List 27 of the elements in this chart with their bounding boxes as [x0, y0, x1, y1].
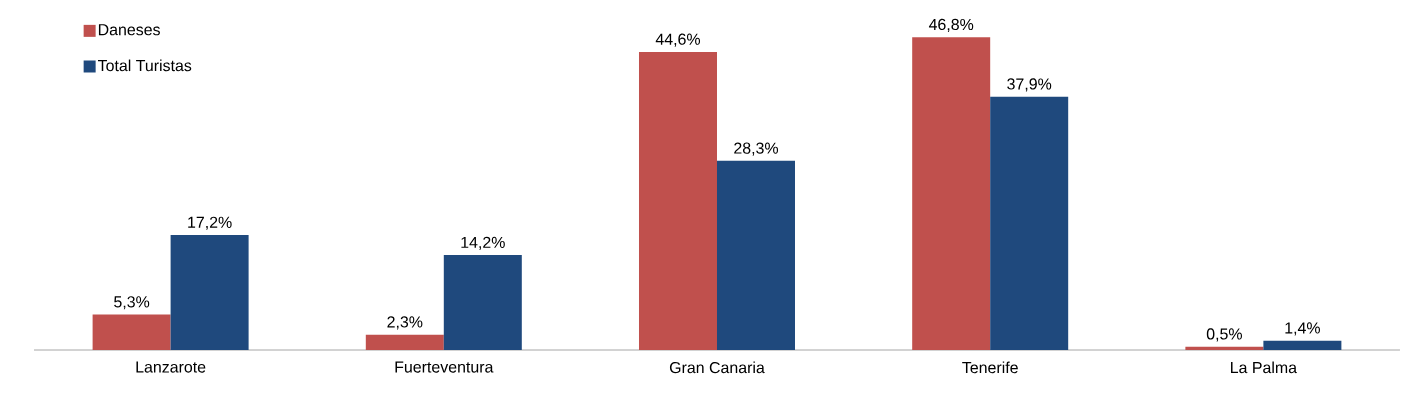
x-tick-label: Gran Canaria — [669, 361, 765, 374]
legend-label: Daneses — [98, 24, 160, 36]
data-label: 28,3% — [734, 142, 779, 156]
data-label: 5,3% — [114, 296, 150, 310]
x-tick-label: Fuerteventura — [395, 361, 494, 373]
data-label: 17,2% — [188, 216, 232, 230]
bar — [1263, 340, 1342, 350]
data-label: 0,5% — [1206, 328, 1242, 342]
data-label: 14,2% — [461, 236, 505, 250]
x-tick-label: Tenerife — [962, 361, 1018, 374]
data-label: 1,4% — [1285, 322, 1320, 336]
x-tick-label: La Palma — [1231, 361, 1298, 374]
bar — [92, 314, 171, 350]
data-label: 2,3% — [387, 316, 423, 330]
legend-label: Total Turistas — [97, 59, 192, 72]
bar — [717, 160, 795, 350]
bar — [170, 235, 249, 350]
bar — [990, 96, 1069, 350]
data-label: 37,9% — [1007, 78, 1052, 92]
data-label: 44,6% — [655, 33, 701, 47]
data-label: 46,8% — [928, 18, 974, 32]
bar — [443, 255, 522, 350]
bar — [912, 37, 991, 350]
x-tick-label: Lanzarote — [136, 361, 206, 373]
bar — [638, 51, 717, 350]
bar — [365, 334, 444, 350]
bar — [1185, 346, 1264, 350]
